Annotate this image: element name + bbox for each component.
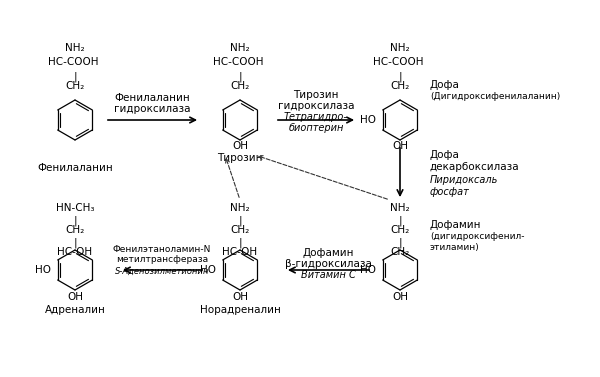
Text: |: |: [398, 237, 402, 247]
Text: CH₂: CH₂: [230, 81, 250, 91]
Text: (Дигидроксифенилаланин): (Дигидроксифенилаланин): [430, 92, 560, 101]
Text: Дофамин: Дофамин: [430, 220, 482, 230]
Text: OH: OH: [232, 292, 248, 302]
Text: |: |: [73, 237, 77, 247]
Text: HO: HO: [35, 265, 51, 275]
Text: NH₂: NH₂: [230, 43, 250, 53]
Text: гидроксилаза: гидроксилаза: [114, 104, 190, 114]
Text: HC-COOH: HC-COOH: [48, 57, 98, 67]
Text: Адреналин: Адреналин: [44, 305, 106, 315]
Text: CH₂: CH₂: [65, 225, 85, 235]
Text: Тирозин: Тирозин: [293, 90, 339, 100]
Text: |: |: [238, 71, 242, 81]
Text: |: |: [238, 215, 242, 225]
Text: HC-COOH: HC-COOH: [373, 57, 423, 67]
Text: Норадреналин: Норадреналин: [200, 305, 280, 315]
Text: |: |: [73, 215, 77, 225]
Text: S-Аденозилметионин: S-Аденозилметионин: [115, 267, 209, 276]
Text: Фенилаланин: Фенилаланин: [114, 93, 190, 103]
Text: Дофамин: Дофамин: [302, 248, 354, 258]
Text: CH₂: CH₂: [391, 247, 410, 257]
Text: OH: OH: [232, 141, 248, 151]
Text: CH₂: CH₂: [391, 81, 410, 91]
Text: (дигидроксифенил-: (дигидроксифенил-: [430, 232, 524, 241]
Text: OH: OH: [392, 292, 408, 302]
Text: Тетрагидро-: Тетрагидро-: [284, 112, 348, 122]
Text: HO: HO: [200, 265, 216, 275]
Text: |: |: [398, 71, 402, 81]
Text: |: |: [398, 215, 402, 225]
Text: Фенилэтаноламин-N: Фенилэтаноламин-N: [113, 245, 211, 254]
Text: Тирозин: Тирозин: [217, 153, 263, 163]
Text: Витамин C: Витамин C: [301, 270, 355, 280]
Text: CH₂: CH₂: [230, 225, 250, 235]
Text: β-гидроксилаза: β-гидроксилаза: [284, 259, 371, 269]
Text: |: |: [73, 71, 77, 81]
Text: HO: HO: [360, 115, 376, 125]
Text: этиламин): этиламин): [430, 243, 480, 252]
Text: NH₂: NH₂: [230, 203, 250, 213]
Text: Дофа: Дофа: [430, 150, 460, 160]
Text: OH: OH: [67, 292, 83, 302]
Text: фосфат: фосфат: [430, 187, 470, 197]
Text: гидроксилаза: гидроксилаза: [278, 101, 354, 111]
Text: NH₂: NH₂: [65, 43, 85, 53]
Text: |: |: [238, 237, 242, 247]
Text: HC-OH: HC-OH: [223, 247, 257, 257]
Text: CH₂: CH₂: [65, 81, 85, 91]
Text: NH₂: NH₂: [390, 203, 410, 213]
Text: CH₂: CH₂: [391, 225, 410, 235]
Text: HO: HO: [360, 265, 376, 275]
Text: метилтрансфераза: метилтрансфераза: [116, 255, 208, 264]
Text: Фенилаланин: Фенилаланин: [37, 163, 113, 173]
Text: Пиридоксаль: Пиридоксаль: [430, 175, 499, 185]
Text: биоптерин: биоптерин: [289, 123, 344, 133]
Text: OH: OH: [392, 141, 408, 151]
Text: Дофа: Дофа: [430, 80, 460, 90]
Text: декарбоксилаза: декарбоксилаза: [430, 162, 520, 172]
Text: HN-CH₃: HN-CH₃: [56, 203, 94, 213]
Text: HC-COOH: HC-COOH: [213, 57, 263, 67]
Text: NH₂: NH₂: [390, 43, 410, 53]
Text: HC-OH: HC-OH: [58, 247, 92, 257]
